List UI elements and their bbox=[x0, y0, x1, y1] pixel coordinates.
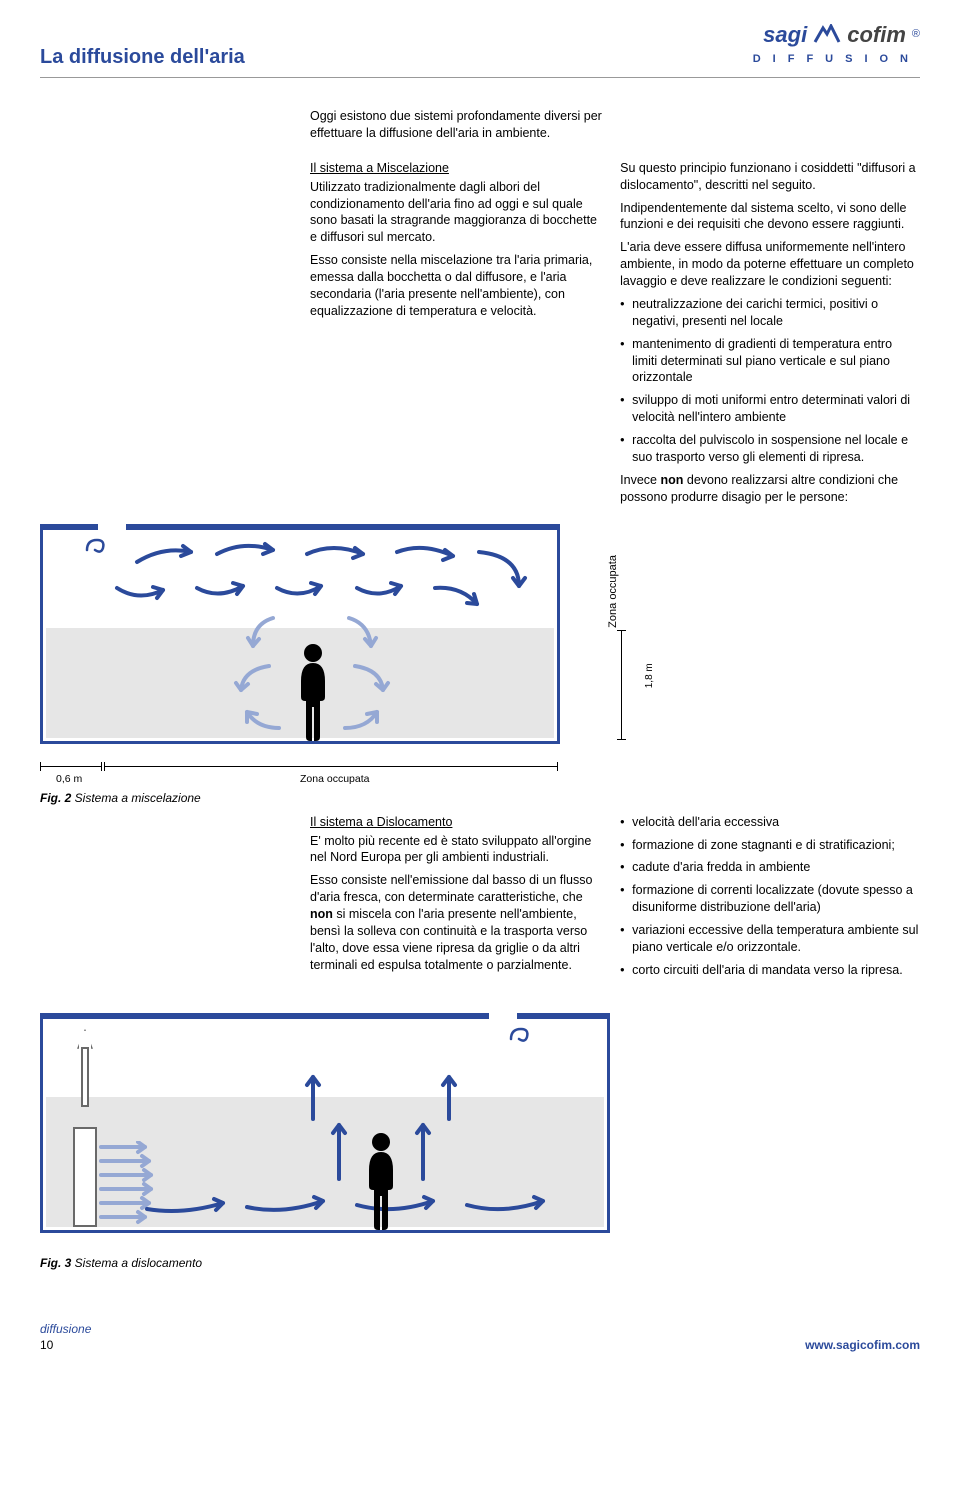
secondary-air-arrow-icon bbox=[339, 706, 387, 741]
footer-word: diffusione bbox=[40, 1322, 91, 1336]
dim-right-label: Zona occupata bbox=[300, 772, 369, 786]
dim-line-left bbox=[40, 766, 102, 767]
air-arrow-icon bbox=[213, 538, 283, 569]
air-arrow-icon bbox=[393, 540, 463, 571]
secondary-air-arrow-icon bbox=[233, 662, 277, 703]
dislocamento-p2: Esso consiste nell'emissione dal basso d… bbox=[310, 872, 600, 973]
bullet-item: velocità dell'aria eccessiva bbox=[620, 814, 920, 831]
bullet-item: neutralizzazione dei carichi termici, po… bbox=[620, 296, 920, 330]
displacement-diffuser-icon bbox=[73, 1047, 97, 1227]
fig2-y-label: Zona occupata bbox=[606, 555, 621, 628]
bullet-item: variazioni eccessive della temperatura a… bbox=[620, 922, 920, 956]
column-negative-conditions: velocità dell'aria eccessiva formazione … bbox=[620, 814, 920, 985]
person-icon bbox=[293, 641, 333, 741]
secondary-air-arrow-icon bbox=[343, 614, 383, 659]
page-footer: diffusione 10 www.sagicofim.com bbox=[40, 1321, 920, 1353]
fig3-caption: Fig. 3 Sistema a dislocamento bbox=[40, 1255, 920, 1271]
logo-cofim: cofim bbox=[847, 20, 906, 50]
logo-sagi: sagi bbox=[763, 20, 807, 50]
floor-arrow-icon bbox=[243, 1187, 333, 1222]
fig2-room-box bbox=[40, 524, 560, 744]
page-title: La diffusione dell'aria bbox=[40, 44, 245, 71]
two-column-section: Il sistema a Miscelazione Utilizzato tra… bbox=[40, 160, 920, 512]
miscelazione-p2: Esso consiste nella miscelazione tra l'a… bbox=[310, 252, 600, 320]
logo-arrows-icon bbox=[813, 24, 841, 46]
right-p1: Su questo principio funzionano i cosidde… bbox=[620, 160, 920, 194]
fig2-dim-line-v bbox=[621, 630, 622, 740]
logo-subtitle: DIFFUSION bbox=[753, 52, 920, 67]
right-p4: Invece non devono realizzarsi altre cond… bbox=[620, 472, 920, 506]
outlet-swirl-icon bbox=[507, 1025, 531, 1048]
bullets-requirements: neutralizzazione dei carichi termici, po… bbox=[620, 296, 920, 466]
footer-page-number: 10 bbox=[40, 1337, 91, 1353]
air-arrow-icon bbox=[353, 578, 411, 611]
person-icon bbox=[361, 1130, 401, 1230]
bullets-negative: velocità dell'aria eccessiva formazione … bbox=[620, 814, 920, 979]
fig3-room-box bbox=[40, 1013, 610, 1233]
secondary-air-arrow-icon bbox=[243, 614, 283, 659]
secondary-air-arrow-icon bbox=[239, 706, 287, 741]
air-arrow-icon bbox=[431, 580, 487, 617]
column-dislocamento: Il sistema a Dislocamento E' molto più r… bbox=[310, 814, 600, 985]
rise-arrow-icon bbox=[329, 1115, 349, 1190]
right-p3: L'aria deve essere diffusa uniformemente… bbox=[620, 239, 920, 290]
column-miscelazione: Il sistema a Miscelazione Utilizzato tra… bbox=[310, 160, 600, 512]
bullet-item: formazione di zone stagnanti e di strati… bbox=[620, 837, 920, 854]
bullet-item: raccolta del pulviscolo in sospensione n… bbox=[620, 432, 920, 466]
bullet-item: corto circuiti dell'aria di mandata vers… bbox=[620, 962, 920, 979]
rise-arrow-icon bbox=[303, 1069, 323, 1130]
inlet-swirl-icon bbox=[83, 536, 107, 559]
dislocamento-heading: Il sistema a Dislocamento bbox=[310, 814, 600, 831]
page-header: La diffusione dell'aria sagi cofim ® DIF… bbox=[40, 20, 920, 78]
fig2-y-dim: 1,8 m bbox=[643, 663, 657, 688]
fig2-caption: Fig. 2 Sistema a miscelazione bbox=[40, 790, 920, 806]
bullet-item: mantenimento di gradienti di temperatura… bbox=[620, 336, 920, 387]
right-p2: Indipendentemente dal sistema scelto, vi… bbox=[620, 200, 920, 234]
floor-arrow-icon bbox=[143, 1187, 233, 1222]
air-arrow-icon bbox=[193, 578, 253, 611]
air-arrow-icon bbox=[113, 580, 173, 613]
logo-registered: ® bbox=[912, 27, 920, 42]
air-arrow-icon bbox=[303, 540, 373, 571]
dim-left-label: 0,6 m bbox=[56, 772, 82, 786]
lower-two-col: Il sistema a Dislocamento E' molto più r… bbox=[40, 814, 920, 985]
footer-left: diffusione 10 bbox=[40, 1321, 91, 1353]
fig2-bottom-dims: 0,6 m Zona occupata bbox=[40, 758, 560, 784]
secondary-air-arrow-icon bbox=[349, 662, 393, 703]
footer-url: www.sagicofim.com bbox=[805, 1337, 920, 1353]
figure-3: Fig. 3 Sistema a dislocamento bbox=[40, 1013, 920, 1271]
bullet-item: sviluppo di moti uniformi entro determin… bbox=[620, 392, 920, 426]
intro-paragraph: Oggi esistono due sistemi profondamente … bbox=[310, 108, 610, 142]
brand-logo: sagi cofim ® DIFFUSION bbox=[753, 20, 920, 67]
bullet-item: formazione di correnti localizzate (dovu… bbox=[620, 882, 920, 916]
rise-arrow-icon bbox=[413, 1115, 433, 1190]
figure-2: Zona occupata 1,8 m 0,6 m Zona occupata … bbox=[40, 524, 920, 806]
miscelazione-heading: Il sistema a Miscelazione bbox=[310, 160, 600, 177]
column-dislocamento-intro: Su questo principio funzionano i cosidde… bbox=[620, 160, 920, 512]
bullet-item: cadute d'aria fredda in ambiente bbox=[620, 859, 920, 876]
floor-arrow-icon bbox=[463, 1187, 553, 1222]
miscelazione-p1: Utilizzato tradizionalmente dagli albori… bbox=[310, 179, 600, 247]
dim-line-right bbox=[104, 766, 558, 767]
rise-arrow-icon bbox=[439, 1069, 459, 1130]
air-arrow-icon bbox=[273, 578, 331, 611]
air-arrow-icon bbox=[133, 542, 203, 575]
dislocamento-p1: E' molto più recente ed è stato sviluppa… bbox=[310, 833, 600, 867]
